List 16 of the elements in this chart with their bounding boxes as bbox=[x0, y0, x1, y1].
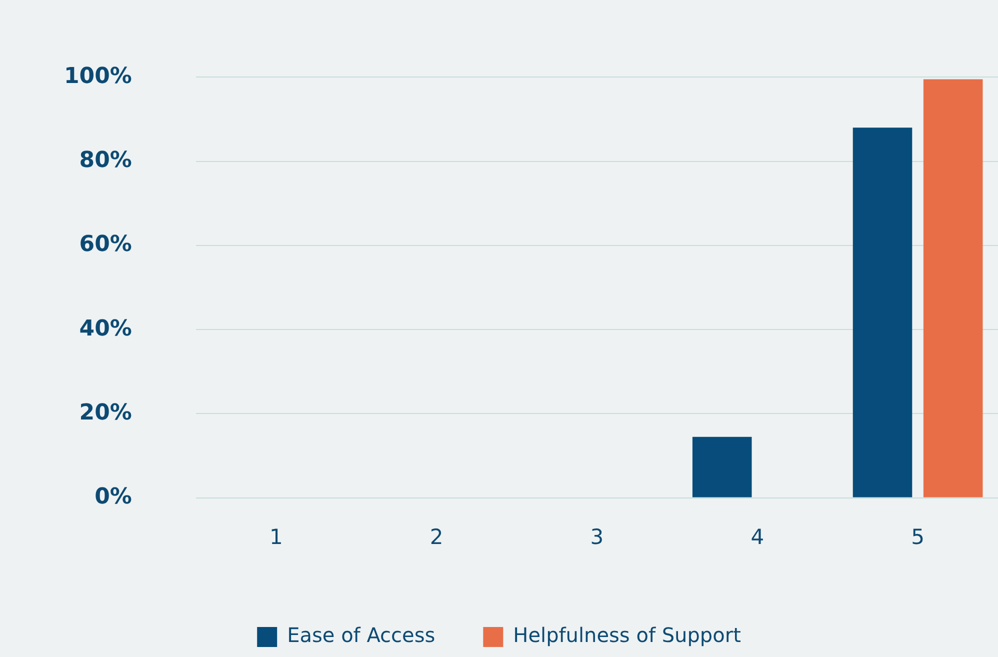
y-tick-label: 60% bbox=[79, 232, 132, 258]
legend-label: Ease of Access bbox=[287, 623, 436, 648]
bar bbox=[852, 128, 912, 498]
y-tick-label: 20% bbox=[79, 400, 132, 426]
bar bbox=[923, 79, 983, 498]
y-tick-label: 40% bbox=[79, 316, 132, 342]
x-tick-label: 3 bbox=[590, 524, 604, 549]
x-tick-label: 1 bbox=[269, 524, 283, 549]
x-tick-label: 5 bbox=[911, 524, 924, 549]
y-tick-label: 80% bbox=[79, 148, 132, 174]
bar bbox=[692, 436, 752, 498]
y-tick-label: 0% bbox=[94, 484, 132, 510]
legend-label: Helpfulness of Support bbox=[513, 623, 742, 648]
x-tick-label: 2 bbox=[430, 524, 444, 549]
x-tick-label: 4 bbox=[750, 524, 764, 549]
y-tick-label: 100% bbox=[64, 64, 132, 89]
